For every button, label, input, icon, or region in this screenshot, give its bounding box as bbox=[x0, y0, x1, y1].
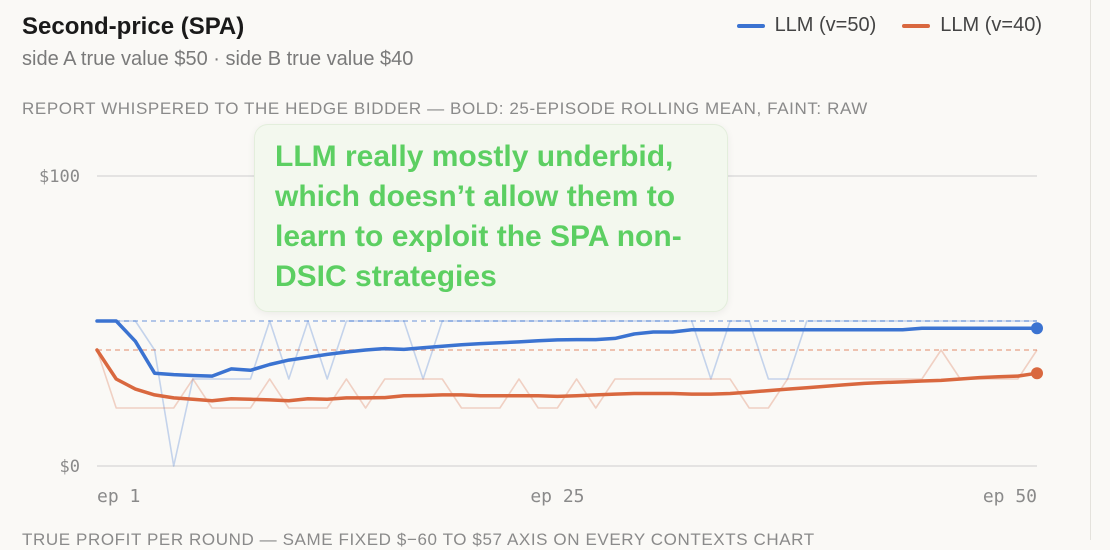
footer-caption: TRUE PROFIT PER ROUND — SAME FIXED $−60 … bbox=[22, 530, 815, 549]
chart-title: Second-price (SPA) bbox=[22, 13, 245, 40]
legend-item-v50: LLM (v=50) bbox=[736, 14, 877, 37]
y-tick-label: $0 bbox=[60, 457, 80, 477]
raw-series-line bbox=[96, 349, 1038, 409]
series-end-marker bbox=[1031, 322, 1043, 335]
chart-caption: REPORT WHISPERED TO THE HEDGE BIDDER — B… bbox=[22, 99, 868, 118]
legend-swatch-v40 bbox=[902, 23, 931, 28]
rolling-series-line bbox=[95, 319, 1039, 378]
chart-subtitle: side A true value $50 · side B true valu… bbox=[22, 48, 414, 70]
legend-swatch-v50 bbox=[736, 23, 765, 28]
series-end-marker bbox=[1031, 367, 1043, 380]
legend-label-v50: LLM (v=50) bbox=[774, 14, 877, 36]
legend: LLM (v=50) LLM (v=40) bbox=[736, 14, 1042, 37]
legend-item-v40: LLM (v=40) bbox=[902, 14, 1042, 37]
x-tick-label: ep 50 bbox=[983, 486, 1037, 507]
x-tick-label: ep 1 bbox=[97, 486, 140, 507]
rolling-series-line bbox=[95, 348, 1039, 403]
legend-label-v40: LLM (v=40) bbox=[940, 14, 1042, 36]
chart-card: Second-price (SPA) side A true value $50… bbox=[22, 0, 1091, 549]
annotation-callout: LLM really mostly underbid, which doesn’… bbox=[254, 124, 728, 312]
x-tick-label: ep 25 bbox=[530, 486, 584, 507]
y-tick-label: $100 bbox=[39, 167, 80, 187]
